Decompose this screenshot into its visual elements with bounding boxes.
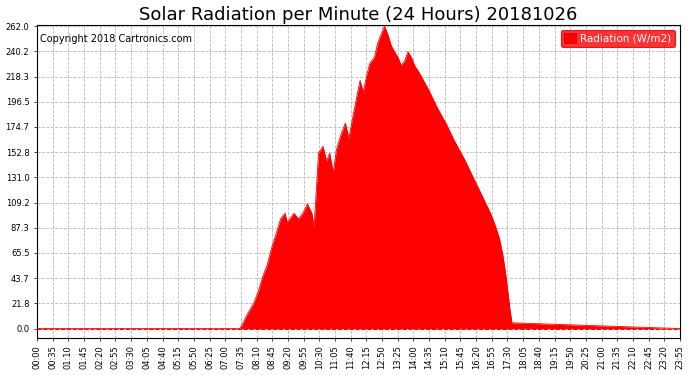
- Text: Copyright 2018 Cartronics.com: Copyright 2018 Cartronics.com: [40, 34, 193, 45]
- Title: Solar Radiation per Minute (24 Hours) 20181026: Solar Radiation per Minute (24 Hours) 20…: [139, 6, 578, 24]
- Legend: Radiation (W/m2): Radiation (W/m2): [561, 30, 675, 47]
